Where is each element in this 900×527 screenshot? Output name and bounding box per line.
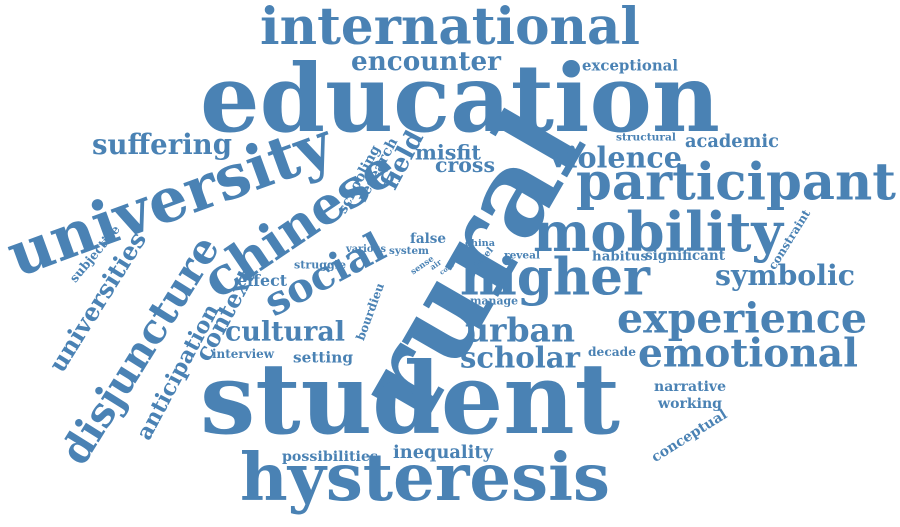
word-significant: significant — [645, 248, 725, 265]
word-mobility: mobility — [533, 199, 783, 264]
word-international: international — [260, 0, 640, 58]
word-narrative: narrative — [654, 378, 726, 395]
word-misfit: misfit — [415, 140, 481, 165]
word-violence: violence — [550, 140, 682, 175]
word-symbolic: symbolic — [714, 257, 856, 292]
word-academic: academic — [685, 131, 779, 153]
word-structural: structural — [616, 130, 676, 144]
word-interview: interview — [212, 347, 274, 362]
word-inequality: inequality — [393, 442, 493, 464]
word-habitus: habitus — [592, 249, 648, 265]
word-emotional: emotional — [638, 330, 858, 377]
word-reveal: reveal — [504, 249, 540, 262]
word-urban: urban — [465, 310, 575, 350]
word-suffering: suffering — [92, 129, 232, 162]
word-higher: higher — [460, 247, 650, 308]
word-education: education — [200, 44, 720, 155]
word-experience: experience — [617, 293, 867, 343]
word-scholar: scholar — [460, 340, 580, 375]
word-effect: effect — [237, 271, 287, 291]
word-setting: setting — [293, 348, 353, 367]
word-possibilities: possibilities — [281, 448, 379, 465]
word-student: student — [200, 341, 620, 457]
word-struggle: struggle — [294, 258, 346, 272]
word-hysteresis: hysteresis — [240, 439, 610, 517]
word-working: working — [658, 395, 722, 412]
word-false: false — [410, 231, 446, 248]
word-encounter: encounter — [351, 45, 501, 77]
word-manage: manage — [470, 294, 518, 308]
word-exceptional: exceptional — [581, 56, 679, 75]
word-cross: cross — [435, 152, 495, 177]
word-decade: decade — [588, 344, 636, 359]
word-participant: participant — [576, 152, 896, 213]
word-cultural: cultural — [225, 316, 345, 348]
word-conceptual: conceptual — [648, 406, 731, 466]
word-china: china — [465, 238, 495, 250]
word-system: system — [389, 244, 429, 257]
word-various: various — [346, 244, 386, 256]
